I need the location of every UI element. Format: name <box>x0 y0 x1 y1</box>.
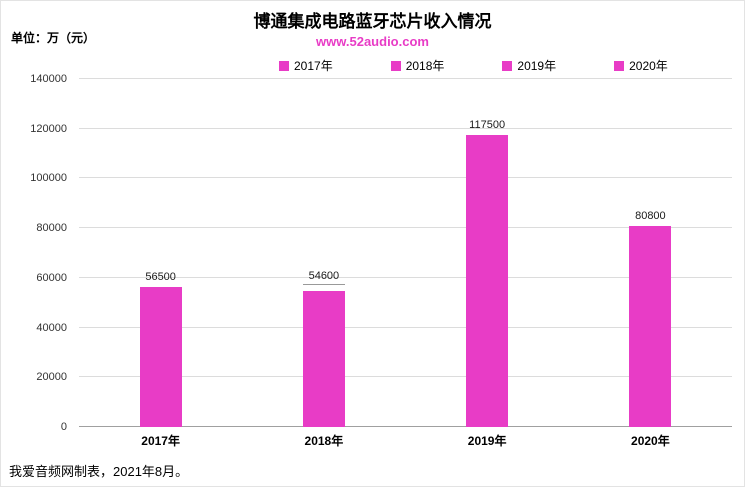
unit-label: 单位：万（元） <box>11 31 96 45</box>
bar <box>302 291 345 427</box>
y-axis: 0 20000 40000 60000 80000 100000 120000 140000 <box>1 73 73 433</box>
y-tick-label: 140000 <box>30 73 67 85</box>
legend-item: 2018年 <box>390 57 445 74</box>
gridline <box>79 326 732 328</box>
legend-swatch-icon <box>279 60 289 71</box>
y-tick-label: 80000 <box>36 222 67 235</box>
x-axis-line <box>79 426 732 427</box>
y-tick-label: 60000 <box>36 271 67 284</box>
footer-note: 我爱音频网制表，2021年8月。 <box>9 464 189 479</box>
gridline <box>79 177 732 179</box>
gridline <box>79 127 732 129</box>
gridline <box>79 227 732 229</box>
label-leader-line <box>302 284 345 286</box>
y-tick-label: 120000 <box>30 122 67 135</box>
x-axis-label: 2017年 <box>141 434 180 448</box>
y-tick-label: 0 <box>60 421 67 433</box>
legend-label: 2019年 <box>517 59 557 73</box>
bar-slot: 56500 2017年 <box>79 79 242 448</box>
x-axis-label: 2019年 <box>467 434 507 448</box>
legend-item: 2020年 <box>614 57 668 74</box>
bar-slot: 54600 2018年 <box>242 79 405 448</box>
plot-area: 56500 2017年 54600 2018年 117500 2019年 80800 2020… <box>79 78 732 448</box>
y-tick-label: 40000 <box>36 321 67 334</box>
bar <box>139 286 182 427</box>
legend-item: 2019年 <box>502 57 556 74</box>
legend: 2017年 2018年 2019年 2020年 <box>279 57 668 74</box>
bar-value-label: 117500 <box>469 118 506 131</box>
bars: 56500 2017年 54600 2018年 117500 2019年 80800 2020… <box>79 79 732 448</box>
bar-value-label: 54600 <box>308 270 340 283</box>
legend-item: 2017年 <box>279 57 333 74</box>
gridline <box>79 276 732 278</box>
bar-slot: 80800 2020年 <box>569 79 732 448</box>
chart-subtitle: www.52audio.com <box>316 34 429 49</box>
bar-value-label: 80800 <box>635 210 666 223</box>
x-axis-label: 2018年 <box>304 434 344 448</box>
y-tick-label: 20000 <box>36 371 67 384</box>
legend-swatch-icon <box>614 60 625 71</box>
chart-title: 博通集成电路蓝牙芯片收入情况 <box>253 12 492 31</box>
legend-label: 2017年 <box>294 59 333 73</box>
legend-swatch-icon <box>390 60 401 71</box>
gridline <box>79 376 732 378</box>
bar-value-label: 56500 <box>145 270 176 283</box>
legend-label: 2020年 <box>629 59 668 73</box>
gridline <box>79 78 732 79</box>
y-tick-label: 100000 <box>30 172 67 185</box>
legend-label: 2018年 <box>405 59 445 73</box>
bar <box>629 226 672 427</box>
x-axis-label: 2020年 <box>631 434 670 448</box>
legend-swatch-icon <box>502 60 513 71</box>
bar-slot: 117500 2019年 <box>406 79 569 448</box>
bar <box>466 134 509 427</box>
